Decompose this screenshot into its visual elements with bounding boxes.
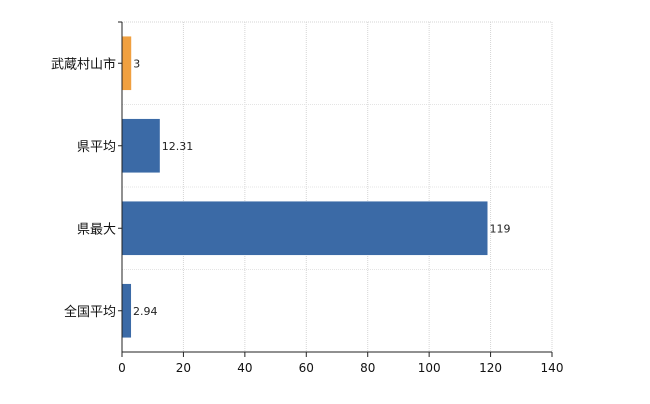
x-tick-label-0: 0 — [118, 361, 126, 375]
category-label-3: 全国平均 — [64, 304, 116, 320]
category-label-0: 武蔵村山市 — [51, 56, 116, 72]
bar-1 — [122, 118, 160, 173]
bar-3 — [122, 283, 132, 338]
category-label-2: 県最大 — [77, 222, 116, 237]
x-tick-label-3: 60 — [299, 361, 314, 375]
x-tick-label-4: 80 — [360, 361, 375, 375]
value-label-1: 12.31 — [162, 140, 194, 153]
value-label-2: 119 — [490, 222, 511, 235]
value-label-0: 3 — [133, 57, 140, 70]
bar-0 — [122, 36, 132, 91]
x-tick-label-2: 40 — [237, 361, 252, 375]
x-tick-label-7: 140 — [541, 361, 564, 375]
grid-layer — [122, 21, 553, 352]
bar-2 — [122, 201, 488, 256]
axis-layer — [118, 21, 553, 357]
value-label-3: 2.94 — [133, 305, 158, 318]
x-tick-label-6: 120 — [479, 361, 502, 375]
x-tick-label-1: 20 — [176, 361, 191, 375]
category-label-1: 県平均 — [77, 140, 116, 155]
x-tick-label-5: 100 — [418, 361, 441, 375]
label-layer: 3 武蔵村山市 12.31 県平均 119 県最大 2.94 全国平均 0 20 40 60 80 100… — [51, 56, 563, 375]
bar-layer — [122, 36, 488, 338]
